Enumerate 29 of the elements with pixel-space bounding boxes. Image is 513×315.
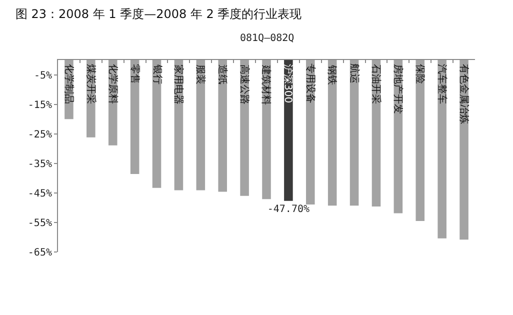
x-tick-label: 建筑材料 [260, 64, 272, 105]
chart-title: 图 23：2008 年 1 季度—2008 年 2 季度的行业表现 [15, 6, 302, 21]
x-tick-label: 造纸 [216, 64, 229, 84]
x-tick-label: 航运 [348, 64, 360, 84]
y-tick-label: -5% [34, 70, 52, 82]
x-tick-label: 服装 [194, 64, 207, 84]
x-tick-label: 煤炭开采 [84, 64, 97, 104]
x-tick-label: 专用设备 [304, 64, 316, 104]
y-tick-label: -35% [28, 158, 52, 170]
x-tick-label: 零售 [128, 64, 141, 84]
x-tick-label: 高速公路 [238, 64, 251, 104]
y-tick-label: -45% [28, 188, 52, 200]
x-tick-label: 家用电器 [172, 64, 185, 104]
data-label: -47.70% [267, 204, 310, 215]
x-tick-label: 汽车整车 [436, 64, 448, 104]
y-tick-label: -15% [28, 100, 52, 111]
y-tick-label: -65% [28, 248, 52, 258]
x-tick-label: 沪深300 [282, 64, 294, 104]
x-tick-label: 化学制品 [62, 64, 75, 104]
y-tick-label: -25% [28, 129, 52, 140]
x-tick-label: 钢铁 [326, 64, 338, 86]
x-tick-label: 房地产开发 [392, 64, 404, 114]
x-tick-label: 银行 [151, 64, 162, 85]
x-tick-label: 石油开采 [370, 64, 382, 104]
y-tick-label: -55% [28, 218, 52, 229]
chart-subtitle: 081Q—082Q [240, 33, 294, 44]
x-tick-label: 有色金属冶炼 [458, 64, 470, 124]
x-tick-label: 化学原料 [106, 64, 119, 104]
x-tick-label: 保险 [414, 64, 426, 84]
